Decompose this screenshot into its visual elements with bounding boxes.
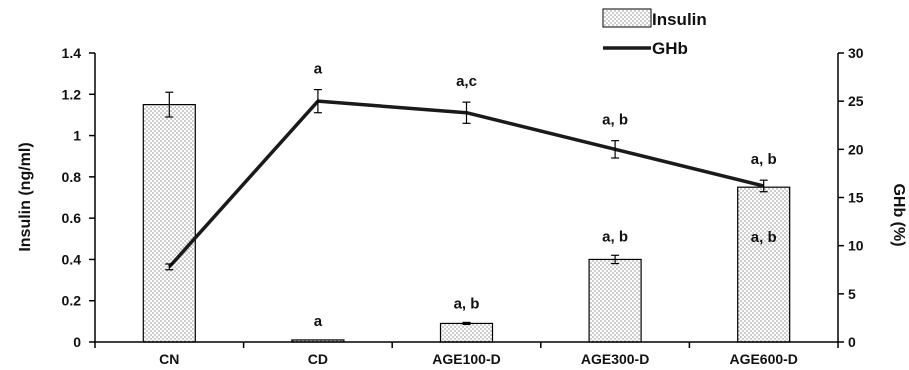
ghb-error-cn [165, 263, 174, 271]
left-tick-label: 1.2 [62, 86, 82, 102]
insulin-annotation: a, b [751, 229, 777, 246]
insulin-annotations: a a, b a, b a, b [314, 228, 777, 330]
right-tick-label: 20 [848, 141, 864, 157]
y-axis-title-right: GHb (%) [890, 183, 907, 246]
insulin-annotation: a, b [602, 228, 628, 245]
right-tick-label: 15 [848, 190, 864, 206]
ghb-error-age600-d [759, 179, 768, 193]
left-tick-label: 0.4 [62, 251, 82, 267]
insulin-bars [142, 104, 791, 343]
left-tick-label: 0.2 [62, 293, 82, 309]
insulin-bar-age600-d [737, 186, 791, 343]
left-axis-ticks: 0 0.2 0.4 0.6 0.8 1 1.2 1.4 [62, 45, 95, 350]
left-tick-label: 0 [73, 334, 81, 350]
legend-label-ghb: GHb [652, 39, 688, 58]
right-tick-label: 0 [848, 334, 856, 350]
x-axis-ticks: CN CD AGE100-D AGE300-D AGE600-D [94, 342, 839, 367]
left-tick-label: 1.4 [62, 45, 82, 61]
x-tick-label: AGE100-D [432, 351, 500, 367]
insulin-bar-cn [142, 104, 196, 343]
right-tick-label: 30 [848, 45, 864, 61]
ghb-annotation: a, b [602, 112, 628, 129]
right-axis-ticks: 0 5 10 15 20 25 30 [838, 45, 864, 350]
ghb-error-cd [313, 89, 322, 114]
left-tick-label: 1 [73, 128, 81, 144]
ghb-annotation: a, b [751, 151, 777, 168]
right-tick-label: 25 [848, 93, 864, 109]
legend-swatch-insulin [602, 8, 652, 28]
x-tick-label: CN [159, 351, 179, 367]
insulin-error-age100-d [462, 321, 471, 326]
right-tick-label: 10 [848, 238, 864, 254]
insulin-error-bars [165, 91, 620, 326]
ghb-annotation: a [314, 61, 323, 78]
ghb-line-layer [165, 89, 768, 271]
ghb-line [167, 99, 765, 269]
ghb-annotations: a a,c a, b a, b [314, 61, 777, 169]
insulin-error-cn [165, 91, 174, 118]
insulin-annotation: a, b [454, 295, 480, 312]
insulin-error-age300-d [611, 254, 620, 265]
legend: Insulin GHb [602, 8, 707, 58]
right-tick-label: 5 [848, 286, 856, 302]
x-tick-label: AGE300-D [581, 351, 649, 367]
insulin-bar-age300-d [588, 258, 642, 343]
y-axis-title-left: Insulin (ng/ml) [17, 142, 34, 251]
legend-label-insulin: Insulin [652, 10, 707, 29]
left-tick-label: 0.6 [62, 210, 82, 226]
insulin-bar-age100-d [439, 322, 494, 343]
ghb-error-age100-d [462, 101, 471, 124]
x-tick-label: CD [308, 351, 328, 367]
left-tick-label: 0.8 [62, 169, 82, 185]
ghb-error-age300-d [611, 140, 620, 159]
ghb-annotation: a,c [456, 73, 477, 90]
insulin-annotation: a [314, 313, 323, 330]
x-tick-label: AGE600-D [729, 351, 797, 367]
